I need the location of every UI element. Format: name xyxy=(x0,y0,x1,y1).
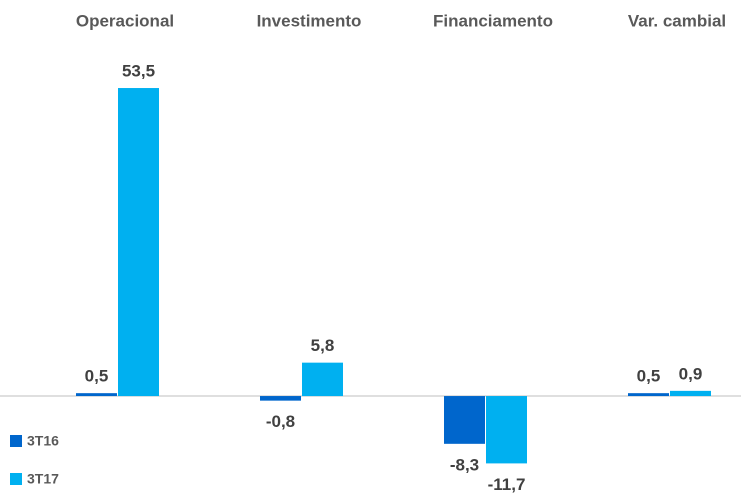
bar xyxy=(260,396,301,401)
value-label: 0,5 xyxy=(637,367,661,386)
value-label: 5,8 xyxy=(311,336,335,355)
value-label: 0,5 xyxy=(85,367,109,386)
bar xyxy=(302,362,343,397)
value-label: -0,8 xyxy=(266,412,295,431)
bar xyxy=(486,396,527,464)
legend-label: 3T17 xyxy=(27,471,59,487)
category-label: Operacional xyxy=(76,11,174,30)
category-label: Var. cambial xyxy=(628,11,726,30)
value-label: -8,3 xyxy=(450,455,479,474)
value-label: -11,7 xyxy=(488,475,526,494)
category-label: Financiamento xyxy=(433,11,553,30)
value-label: 0,9 xyxy=(679,364,703,383)
bar xyxy=(118,88,159,397)
bar xyxy=(76,393,117,397)
legend-label: 3T16 xyxy=(27,433,59,449)
legend-swatch xyxy=(10,473,22,485)
bar xyxy=(670,390,711,397)
value-label: 53,5 xyxy=(122,62,155,81)
bar xyxy=(444,396,485,444)
legend-swatch xyxy=(10,435,22,447)
bar xyxy=(628,393,669,397)
category-label: Investimento xyxy=(257,11,362,30)
